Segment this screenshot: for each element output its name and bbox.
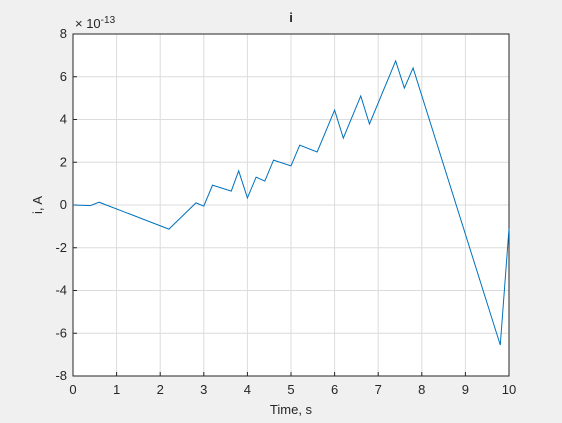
x-tick-label: 1: [113, 382, 120, 397]
y-tick-label: 0: [60, 197, 67, 212]
y-tick-label: 6: [60, 69, 67, 84]
x-tick-label: 4: [244, 382, 251, 397]
y-tick-label: 8: [60, 26, 67, 41]
y-tick-label: -2: [55, 240, 67, 255]
x-axis-label: Time, s: [270, 402, 313, 417]
x-tick-label: 7: [375, 382, 382, 397]
multiplier-exponent: -13: [101, 15, 116, 26]
y-tick-label: -4: [55, 283, 67, 298]
y-multiplier: × 10-13: [75, 15, 116, 31]
x-tick-label: 6: [331, 382, 338, 397]
x-tick-label: 10: [502, 382, 516, 397]
chart-title: i: [289, 10, 293, 25]
y-tick-label: 4: [60, 112, 67, 127]
x-tick-label: 2: [157, 382, 164, 397]
x-tick-label: 0: [69, 382, 76, 397]
data-line: [72, 59, 510, 346]
x-tick-label: 8: [418, 382, 425, 397]
y-tick-label: -8: [55, 368, 67, 383]
x-tick-label: 3: [200, 382, 207, 397]
multiplier-base: × 10: [75, 16, 101, 31]
y-axis-label: i, A: [30, 196, 45, 214]
y-tick-label: 2: [60, 154, 67, 169]
x-tick-label: 9: [462, 382, 469, 397]
x-tick-label: 5: [287, 382, 294, 397]
y-tick-label: -6: [55, 325, 67, 340]
